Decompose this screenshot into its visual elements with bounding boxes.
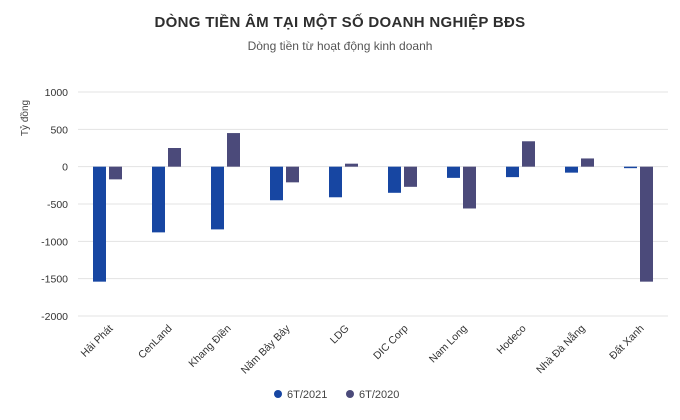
legend-label: 6T/2020 [359,389,399,401]
bar-series2 [463,166,476,209]
x-tick-label: Nhà Đà Nẵng [533,322,587,376]
chart-subtitle: Dòng tiền từ hoạt động kinh doanh [247,39,433,53]
y-tick-label: 1000 [45,87,69,99]
bar-series1 [388,166,401,193]
bar-series1 [93,166,106,282]
y-tick-label: -1500 [41,274,68,286]
x-tick-label: DIC Corp [371,323,411,363]
bar-series2 [227,133,240,167]
bar-series1 [270,166,283,201]
bar-series2 [168,148,181,167]
y-axis-label: Tỷ đồng [19,100,31,136]
chart-title: DÒNG TIỀN ÂM TẠI MỘT SỐ DOANH NGHIỆP BĐS [154,14,526,31]
x-tick-label: Khang Điền [186,323,233,370]
bar-series2 [581,158,594,167]
bar-series1 [624,166,637,169]
y-tick-label: 0 [62,162,68,174]
legend-marker [274,390,282,398]
x-tick-label: Hodeco [495,323,529,357]
x-tick-label: Đất Xanh [607,323,647,363]
y-tick-label: 500 [50,124,68,136]
x-tick-label: Năm Bảy Bảy [239,322,293,376]
y-tick-label: -500 [47,199,68,211]
bar-series2 [404,166,417,187]
x-tick-label: LDG [328,323,352,347]
x-tick-label: Nam Long [427,323,470,366]
bar-series1 [447,166,460,178]
bar-series1 [506,166,519,178]
bar-series2 [286,166,299,183]
bar-series2 [345,163,358,167]
x-tick-label: CenLand [136,323,175,362]
y-tick-label: -1000 [41,236,68,248]
legend-label: 6T/2021 [287,389,327,401]
bar-series1 [211,166,224,230]
bar-series1 [329,166,342,198]
bar-series1 [565,166,578,173]
y-tick-label: -2000 [41,311,68,323]
legend-marker [346,390,354,398]
bar-series2 [109,166,122,180]
bar-series2 [640,166,653,282]
bar-series2 [522,141,535,167]
x-tick-label: Hải Phát [79,323,116,360]
bar-series1 [152,166,165,233]
